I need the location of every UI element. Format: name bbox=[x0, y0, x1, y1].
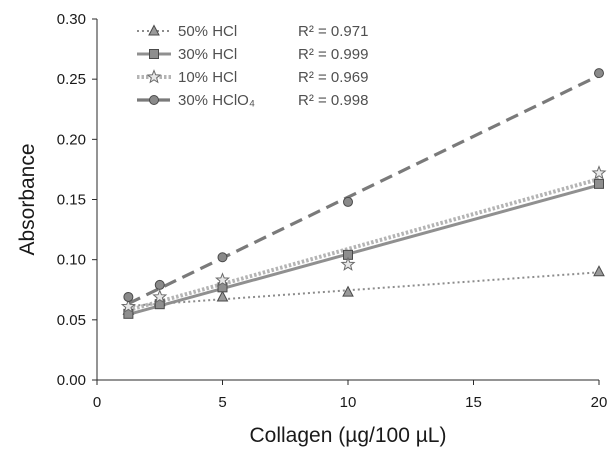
trendline-triangle bbox=[128, 271, 600, 307]
y-tick-label: 0.00 bbox=[57, 372, 86, 389]
legend-marker-square bbox=[149, 49, 159, 59]
data-point-star bbox=[215, 272, 230, 287]
legend-r2: R² = 0.999 bbox=[298, 46, 368, 63]
data-point-square bbox=[594, 178, 604, 189]
y-tick-label: 0.25 bbox=[57, 71, 86, 88]
y-tick-label: 0.05 bbox=[57, 312, 86, 329]
data-point-star bbox=[591, 165, 607, 180]
legend-r2: R² = 0.971 bbox=[298, 23, 368, 40]
legend-label: 50% HCl bbox=[178, 23, 237, 40]
data-point-circle bbox=[217, 252, 228, 263]
data-point-circle bbox=[594, 68, 604, 79]
data-point-circle bbox=[343, 196, 353, 207]
legend-r2: R² = 0.969 bbox=[298, 69, 368, 86]
data-point-triangle bbox=[342, 285, 354, 297]
legend-marker-star bbox=[146, 69, 162, 84]
legend-label: 30% HCl bbox=[178, 46, 237, 63]
data-point-circle bbox=[123, 291, 134, 302]
x-tick-label: 10 bbox=[340, 394, 357, 411]
legend-label: 10% HCl bbox=[178, 69, 237, 86]
y-tick-label: 0.10 bbox=[57, 252, 86, 269]
x-tick-label: 15 bbox=[465, 394, 482, 411]
legend-r2: R² = 0.998 bbox=[298, 92, 368, 109]
trendline-circle bbox=[127, 74, 600, 306]
chart-axes: 0.00 0.05 0.10 0.15 0.20 0.25 0.30 0 5 10 15 20 bbox=[57, 11, 608, 411]
data-point-circle bbox=[154, 279, 165, 290]
data-points bbox=[120, 68, 607, 319]
y-axis-label: Absorbance bbox=[16, 143, 39, 255]
x-tick-label: 0 bbox=[93, 394, 101, 411]
legend: 50% HCl R² = 0.971 30% HCl R² = 0.999 10% HC… bbox=[137, 23, 368, 109]
legend-marker-triangle bbox=[148, 24, 160, 36]
trendlines bbox=[127, 74, 600, 316]
x-tick-label: 5 bbox=[218, 394, 226, 411]
y-tick-label: 0.20 bbox=[57, 131, 86, 148]
x-axis-label: Collagen (µg/100 µL) bbox=[250, 424, 447, 447]
data-point-triangle bbox=[216, 290, 229, 302]
x-tick-label: 20 bbox=[591, 394, 608, 411]
y-tick-label: 0.30 bbox=[57, 11, 86, 28]
legend-label: 30% HClO₄ bbox=[178, 92, 255, 109]
trendline-star bbox=[127, 177, 600, 313]
data-point-triangle bbox=[593, 265, 605, 277]
data-point-star bbox=[120, 298, 136, 313]
y-tick-label: 0.15 bbox=[57, 192, 86, 209]
data-point-star bbox=[340, 256, 356, 271]
data-point-star bbox=[152, 289, 168, 304]
legend-marker-circle bbox=[149, 95, 159, 105]
trendline-square bbox=[127, 183, 600, 316]
